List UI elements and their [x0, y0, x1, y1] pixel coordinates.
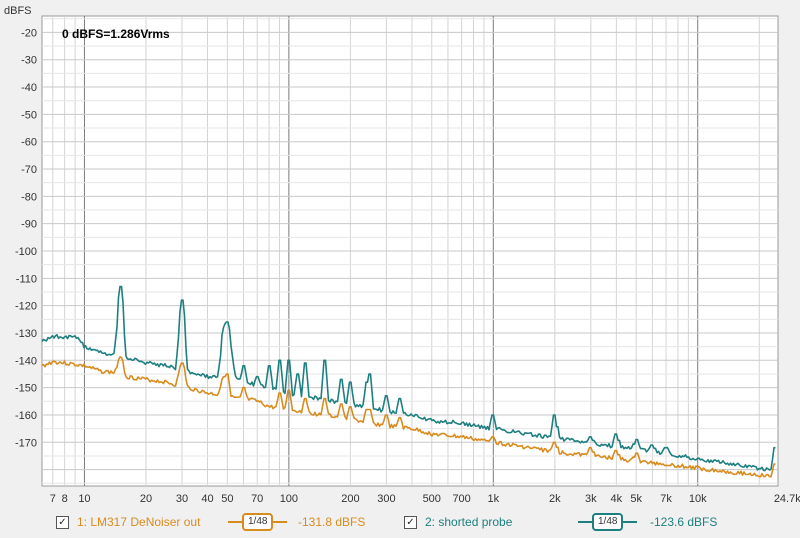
- y-tick-label: -130: [15, 328, 37, 340]
- y-tick-label: -170: [15, 437, 37, 449]
- x-tick-label: 100: [280, 493, 298, 505]
- x-tick-label: 24.7kHz: [774, 493, 800, 505]
- x-tick-label: 8: [62, 493, 68, 505]
- y-tick-label: -70: [21, 164, 37, 176]
- y-tick-label: -30: [21, 55, 37, 67]
- series-2-checkbox[interactable]: ✓: [404, 515, 417, 529]
- x-tick-label: 4k: [611, 493, 623, 505]
- x-tick-label: 5k: [630, 493, 642, 505]
- x-tick-label: 7: [50, 493, 56, 505]
- x-tick-label: 7k: [660, 493, 672, 505]
- chart-title: 0 dBFS=1.286Vrms: [62, 27, 170, 41]
- y-tick-label: -150: [15, 383, 37, 395]
- x-tick-label: 3k: [585, 493, 597, 505]
- series-2-name: 2: shorted probe: [425, 515, 513, 529]
- x-tick-label: 10k: [689, 493, 707, 505]
- x-tick-label: 70: [251, 493, 263, 505]
- series-2-line: [41, 285, 776, 472]
- y-axis-label: dBFS: [4, 5, 32, 17]
- y-tick-label: -50: [21, 109, 37, 121]
- x-tick-label: 1k: [487, 493, 499, 505]
- x-tick-label: 200: [341, 493, 359, 505]
- series-1-smoothing-value[interactable]: 1/48: [242, 513, 274, 531]
- y-tick-label: -140: [15, 355, 37, 367]
- series-1-level-value: -131.8 dBFS: [298, 515, 366, 529]
- series-2-smoothing-control[interactable]: 1/48: [578, 512, 638, 532]
- y-tick-label: -80: [21, 191, 37, 203]
- series-1-level: -131.8 dBFS: [298, 512, 365, 532]
- x-tick-label: 40: [201, 493, 213, 505]
- series-2-smoothing-value[interactable]: 1/48: [592, 513, 624, 531]
- y-tick-label: -40: [21, 82, 37, 94]
- series-1-smoothing-control[interactable]: 1/48: [228, 512, 288, 532]
- series-2-level: -123.6 dBFS: [650, 512, 717, 532]
- x-tick-label: 50: [221, 493, 233, 505]
- series-1-line: [41, 356, 776, 478]
- x-tick-label: 500: [423, 493, 441, 505]
- y-tick-label: -120: [15, 301, 37, 313]
- y-tick-label: -60: [21, 137, 37, 149]
- series-1-name: 1: LM317 DeNoiser out: [77, 515, 201, 529]
- legend-series-1: ✓ 1: LM317 DeNoiser out: [56, 512, 200, 532]
- x-tick-label: 700: [452, 493, 470, 505]
- x-tick-label: 300: [377, 493, 395, 505]
- series-1-checkbox[interactable]: ✓: [56, 515, 69, 529]
- y-tick-label: -160: [15, 410, 37, 422]
- y-tick-label: -100: [15, 246, 37, 258]
- series-2-level-value: -123.6 dBFS: [650, 515, 718, 529]
- x-tick-label: 10: [78, 493, 90, 505]
- y-tick-label: -110: [16, 273, 37, 285]
- x-tick-label: 2k: [549, 493, 561, 505]
- x-tick-label: 20: [140, 493, 152, 505]
- legend-series-2: ✓ 2: shorted probe: [404, 512, 512, 532]
- y-tick-label: -90: [21, 219, 37, 231]
- y-tick-label: -20: [21, 27, 37, 39]
- x-tick-label: 30: [176, 493, 188, 505]
